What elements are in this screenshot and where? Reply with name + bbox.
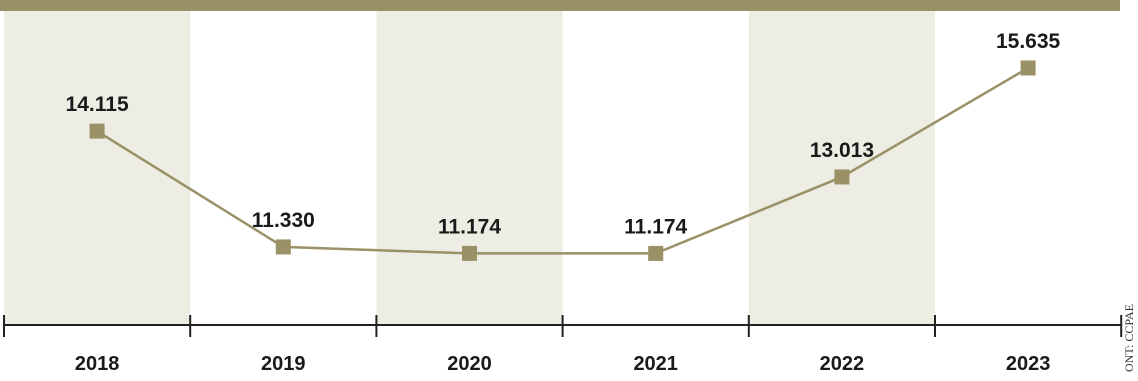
- header-bar: [0, 0, 1120, 11]
- data-point-2022: [834, 169, 850, 185]
- x-tick-labels: 2018 2019 2020 2021 2022 2023: [75, 353, 1051, 375]
- x-tick-label-2021: 2021: [633, 353, 678, 375]
- data-point-2018: [89, 123, 105, 139]
- data-point-2021: [648, 245, 664, 261]
- background-bands: [4, 11, 935, 325]
- data-label-2023: 15.635: [996, 30, 1061, 53]
- data-point-2020: [462, 245, 477, 261]
- data-markers: [89, 60, 1036, 261]
- x-axis: [3, 315, 1123, 337]
- band-2020: [376, 11, 563, 325]
- source-credit: ONT: CCPAE: [1122, 304, 1136, 372]
- data-label-2021: 11.174: [624, 215, 687, 238]
- x-tick-label-2018: 2018: [75, 353, 120, 375]
- series-line-group: [96, 66, 1029, 255]
- data-point-2019: [275, 239, 291, 255]
- data-labels: 14.115 11.330 11.174 11.174 13.013 15.635: [66, 30, 1061, 238]
- x-tick-label-2022: 2022: [820, 353, 865, 375]
- series-line: [96, 66, 1029, 255]
- data-label-2019: 11.330: [252, 209, 315, 232]
- x-tick-label-2020: 2020: [447, 353, 492, 375]
- data-label-2022: 13.013: [810, 139, 874, 162]
- data-label-2020: 11.174: [438, 215, 501, 238]
- x-tick-label-2019: 2019: [261, 353, 306, 375]
- x-tick-label-2023: 2023: [1006, 353, 1051, 375]
- data-point-2023: [1020, 60, 1036, 76]
- band-2018: [4, 11, 191, 325]
- data-label-2018: 14.115: [66, 93, 129, 116]
- band-2022: [748, 11, 935, 325]
